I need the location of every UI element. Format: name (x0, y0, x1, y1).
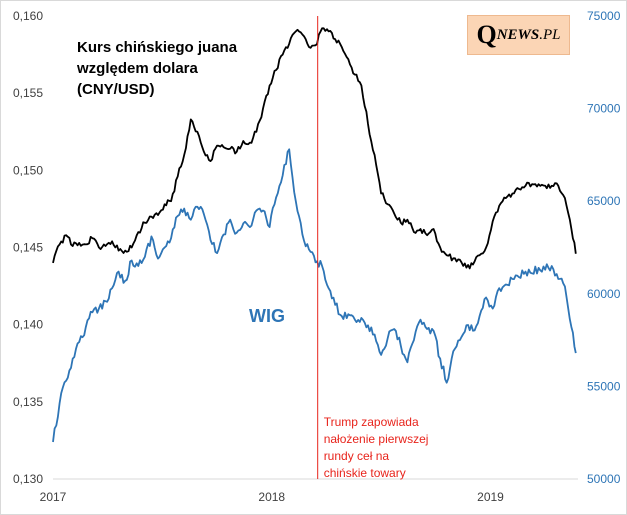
y-left-tick-label: 0,150 (13, 163, 43, 177)
y-right-axis: 50000 55000 60000 65000 70000 75000 (587, 9, 621, 486)
y-right-tick-label: 75000 (587, 9, 621, 23)
y-right-tick-label: 60000 (587, 287, 621, 301)
y-right-tick-label: 65000 (587, 194, 621, 208)
series-line-wig (52, 148, 577, 443)
chart-title: Kurs chińskiego juana względem dolara (CNY… (76, 39, 238, 98)
x-tick-label: 2017 (40, 490, 67, 504)
y-left-tick-label: 0,160 (13, 9, 43, 23)
x-axis: 2017 2018 2019 (40, 478, 578, 504)
series-line-cny (52, 27, 577, 270)
chart-title-line: względem dolara (76, 60, 199, 77)
y-left-tick-label: 0,145 (13, 241, 43, 255)
series-label-wig: WIG (249, 306, 285, 326)
logo-q: Q (476, 20, 497, 49)
event-annotation-line: Trump zapowiada (324, 415, 419, 429)
y-left-tick-label: 0,135 (13, 395, 43, 409)
y-right-tick-label: 55000 (587, 379, 621, 393)
qnews-logo: Q NEWS .PL (467, 15, 570, 55)
event-annotation-line: rundy ceł na (324, 449, 390, 463)
event-annotation-line: chińskie towary (324, 466, 406, 480)
y-left-tick-label: 0,140 (13, 318, 43, 332)
chart-title-line: (CNY/USD) (77, 81, 155, 98)
logo-tld: .PL (539, 26, 561, 43)
y-left-tick-label: 0,155 (13, 86, 43, 100)
y-right-tick-label: 50000 (587, 472, 621, 486)
event-annotation: Trump zapowiada nałożenie pierwszej rundy … (324, 415, 429, 480)
event-annotation-line: nałożenie pierwszej (324, 432, 429, 446)
series-layer (52, 27, 577, 443)
chart-title-line: Kurs chińskiego juana (77, 39, 238, 56)
y-left-axis: 0,130 0,135 0,140 0,145 0,150 0,155 0,160 (13, 9, 43, 486)
y-right-tick-label: 70000 (587, 102, 621, 116)
logo-news: NEWS (496, 26, 540, 43)
x-tick-label: 2018 (258, 490, 285, 504)
y-left-tick-label: 0,130 (13, 472, 43, 486)
x-tick-label: 2019 (477, 490, 504, 504)
